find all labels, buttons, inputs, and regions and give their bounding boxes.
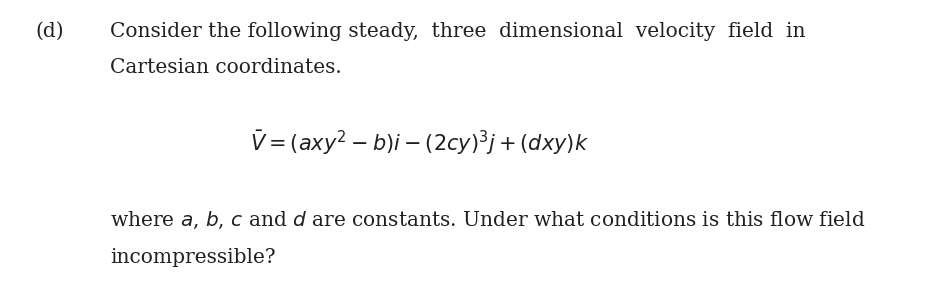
Text: where $a$, $b$, $c$ and $d$ are constants. Under what conditions is this flow fi: where $a$, $b$, $c$ and $d$ are constant…: [110, 210, 866, 231]
Text: Consider the following steady,  three  dimensional  velocity  field  in: Consider the following steady, three dim…: [110, 22, 806, 41]
Text: (d): (d): [35, 22, 64, 41]
Text: Cartesian coordinates.: Cartesian coordinates.: [110, 58, 342, 77]
Text: $\bar{V} = (axy^2 - b)i - (2cy)^3j +(dxy)k$: $\bar{V} = (axy^2 - b)i - (2cy)^3j +(dxy…: [250, 128, 588, 157]
Text: incompressible?: incompressible?: [110, 248, 275, 267]
